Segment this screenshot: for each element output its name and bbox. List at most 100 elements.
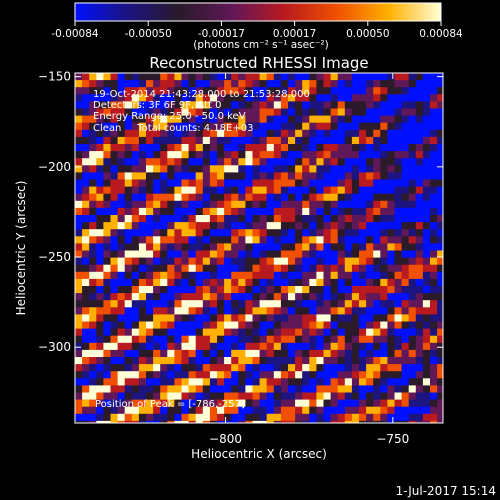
heatmap-cell [181, 349, 190, 358]
heatmap-cell [138, 222, 147, 230]
heatmap-cell [181, 342, 190, 351]
heatmap-cell [259, 307, 268, 315]
heatmap-cell [359, 328, 367, 337]
heatmap-cell [231, 257, 239, 266]
heatmap-cell [124, 172, 133, 180]
heatmap-cell [373, 108, 381, 117]
heatmap-cell [96, 399, 104, 408]
heatmap-cell [167, 73, 175, 81]
heatmap-cell [174, 172, 182, 180]
heatmap-cell [82, 371, 90, 379]
heatmap-cell [422, 257, 431, 266]
heatmap-cell [138, 115, 147, 124]
heatmap-cell [188, 243, 197, 251]
heatmap-cell [415, 406, 424, 415]
heatmap-cell [415, 122, 424, 131]
heatmap-cell [202, 286, 211, 294]
heatmap-cell [96, 314, 104, 322]
heatmap-cell [415, 314, 424, 322]
heatmap-cell [103, 300, 111, 308]
heatmap-cell [323, 222, 332, 230]
heatmap-cell [181, 278, 190, 287]
heatmap-cell [103, 151, 111, 159]
heatmap-cell [89, 115, 97, 124]
heatmap-cell [359, 286, 367, 294]
heatmap-cell [295, 378, 303, 386]
heatmap-cell [330, 413, 339, 422]
heatmap-cell [337, 207, 346, 216]
heatmap-cell [96, 300, 104, 308]
heatmap-cell [394, 413, 403, 422]
heatmap-cell [295, 364, 303, 372]
heatmap-cell [160, 349, 168, 358]
heatmap-cell [288, 349, 296, 358]
heatmap-cell [288, 200, 296, 209]
heatmap-cell [351, 236, 360, 244]
annotation-peak-position: Position of Peak = [-786,-257] [95, 399, 245, 410]
heatmap-cell [273, 122, 282, 131]
heatmap-cell [195, 236, 204, 244]
heatmap-cell [75, 278, 83, 287]
heatmap-cell [224, 406, 232, 415]
heatmap-cell [408, 278, 417, 287]
heatmap-cell [359, 73, 367, 81]
heatmap-cell [167, 364, 175, 372]
heatmap-cell [387, 151, 395, 159]
heatmap-cell [153, 328, 161, 337]
heatmap-cell [387, 101, 395, 109]
heatmap-cell [195, 335, 204, 344]
heatmap-cell [259, 151, 268, 159]
heatmap-cell [195, 115, 204, 124]
heatmap-cell [359, 172, 367, 180]
heatmap-cell [238, 94, 246, 102]
heatmap-cell [273, 144, 282, 152]
heatmap-cell [387, 321, 395, 330]
heatmap-cell [288, 236, 296, 244]
heatmap-cell [430, 129, 438, 138]
heatmap-cell [89, 392, 97, 401]
heatmap-cell [380, 207, 388, 216]
heatmap-cell [280, 207, 289, 216]
heatmap-cell [366, 165, 374, 173]
heatmap-cell [103, 364, 111, 372]
heatmap-cell [181, 215, 190, 223]
heatmap-cell [337, 236, 346, 244]
heatmap-cell [167, 250, 175, 259]
heatmap-cell [96, 229, 104, 237]
heatmap-cell [266, 357, 275, 365]
heatmap-cell [366, 328, 374, 337]
heatmap-cell [302, 165, 310, 173]
heatmap-cell [422, 357, 431, 365]
heatmap-cell [344, 264, 353, 273]
heatmap-cell [330, 378, 339, 386]
heatmap-cell [394, 94, 403, 102]
heatmap-cell [174, 328, 182, 337]
heatmap-cell [273, 193, 282, 202]
heatmap-cell [238, 321, 246, 330]
heatmap-cell [415, 307, 424, 315]
heatmap-cell [351, 94, 360, 102]
heatmap-cell [188, 186, 197, 195]
heatmap-cell [252, 392, 261, 401]
heatmap-cell [181, 413, 190, 422]
heatmap-cell [238, 172, 246, 180]
heatmap-cell [387, 342, 395, 351]
heatmap-cell [316, 278, 324, 287]
heatmap-cell [82, 87, 90, 95]
heatmap-cell [337, 94, 346, 102]
heatmap-cell [75, 179, 83, 188]
heatmap-cell [217, 321, 225, 330]
heatmap-cell [195, 144, 204, 152]
heatmap-cell [209, 420, 218, 423]
heatmap-cell [167, 87, 175, 95]
heatmap-cell [273, 87, 282, 95]
heatmap-cell [337, 193, 346, 202]
heatmap-cell [188, 222, 197, 230]
heatmap-cell [110, 179, 119, 188]
heatmap-cell [110, 406, 119, 415]
heatmap-cell [245, 342, 253, 351]
heatmap-cell [82, 122, 90, 131]
heatmap-cell [394, 264, 403, 273]
colorbar-tick-label: 0.00017 [273, 28, 316, 40]
heatmap-cell [309, 200, 317, 209]
